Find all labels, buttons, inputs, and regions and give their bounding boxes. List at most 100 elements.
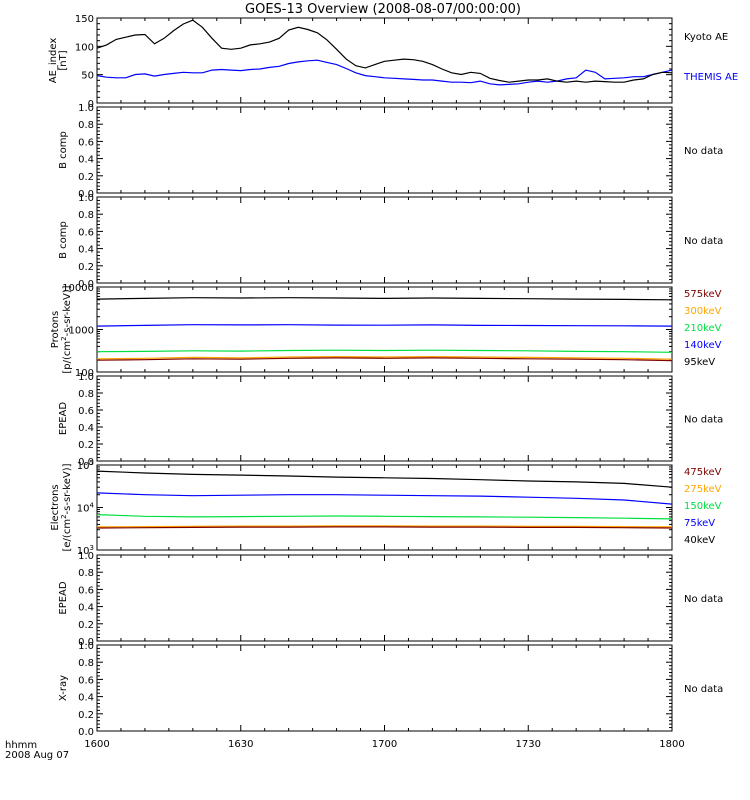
- panels-group: 0 50 100 150 AE_index [nT] Kyoto AE THEMIS AE 0.…: [48, 14, 738, 750]
- legend-entry: 150keV: [684, 501, 722, 512]
- legend-entry: 75keV: [684, 518, 715, 529]
- legend-entry: THEMIS AE: [683, 72, 738, 83]
- panel-frame: [96, 106, 673, 194]
- series-line-95kev: [96, 297, 673, 301]
- y-tick-label: 0.4: [78, 245, 94, 256]
- series-line-75kev: [96, 492, 673, 505]
- legend-entry: 575keV: [684, 289, 722, 300]
- legend-entry: 95keV: [684, 357, 715, 368]
- y-axis-unit: [nT]: [58, 50, 69, 70]
- series-line-575kev: [96, 357, 673, 362]
- y-tick-label: 0.0: [78, 279, 94, 290]
- legend-entry: 40keV: [684, 535, 715, 546]
- legend-entry: Kyoto AE: [684, 32, 728, 43]
- y-axis-unit-part: 2: [60, 514, 68, 518]
- x-tick-label: 1800: [659, 739, 684, 750]
- y-tick-label: 0.2: [78, 620, 94, 631]
- x-tick-label: 1600: [84, 739, 109, 750]
- x-tick-label: 1700: [372, 739, 397, 750]
- y-tick-label: 0.8: [78, 120, 94, 131]
- no-data-note: No data: [684, 415, 723, 426]
- legend-entry: 275keV: [684, 484, 722, 495]
- y-tick-label: 0.8: [78, 389, 94, 400]
- y-tick-exponent: 4: [90, 502, 95, 510]
- no-data-note: No data: [684, 236, 723, 247]
- y-axis-label: EPEAD: [58, 581, 69, 615]
- y-tick-base: 10: [77, 504, 90, 515]
- y-tick-label: 1.0: [78, 551, 94, 562]
- y-tick-label: 105: [77, 459, 94, 472]
- y-tick-label: 0.4: [78, 155, 94, 166]
- y-axis-unit: [p/(cm2-s-sr-keV)]: [60, 285, 73, 373]
- y-tick-label: 0.6: [78, 675, 94, 686]
- no-data-note: No data: [684, 594, 723, 605]
- panel-frame: [96, 554, 673, 642]
- y-tick-label: 100: [75, 42, 94, 53]
- y-tick-exponent: 5: [90, 459, 94, 467]
- legend-entry: 300keV: [684, 306, 722, 317]
- y-tick-label: 0.6: [78, 227, 94, 238]
- series-line-140kev: [96, 324, 673, 327]
- y-tick-label: 0.2: [78, 710, 94, 721]
- y-tick-label: 0.8: [78, 210, 94, 221]
- y-tick-label: 0: [88, 99, 94, 110]
- x-tick-label: 1730: [516, 739, 541, 750]
- y-axis-label: AE_index: [48, 38, 59, 84]
- no-data-note: No data: [684, 146, 723, 157]
- y-tick-label: 1.0: [78, 193, 94, 204]
- y-tick-base: 10: [77, 546, 90, 557]
- panel-frame: [96, 196, 673, 284]
- y-tick-label: 150: [75, 14, 94, 25]
- legend-entry: 140keV: [684, 340, 722, 351]
- series-line-150kev: [96, 514, 673, 520]
- y-tick-label: 1.0: [78, 372, 94, 383]
- y-axis-label: EPEAD: [58, 402, 69, 436]
- y-axis-unit-part: 2: [60, 336, 68, 340]
- y-tick-base: 10: [77, 461, 90, 472]
- y-axis-unit-part: [p/(cm: [62, 341, 73, 374]
- y-tick-exponent: 3: [90, 544, 94, 552]
- series-line-kyoto-ae: [96, 19, 673, 83]
- y-axis-unit-part: -s-sr-keV)]: [62, 463, 73, 514]
- y-tick-label: 0.4: [78, 693, 94, 704]
- y-tick-label: 0.4: [78, 603, 94, 614]
- y-tick-label: 1.0: [78, 641, 94, 652]
- y-tick-label: 0.8: [78, 568, 94, 579]
- y-axis-label: B comp: [58, 221, 69, 259]
- y-tick-label: 0.0: [78, 457, 94, 468]
- y-tick-label: 0.6: [78, 137, 94, 148]
- y-tick-label: 104: [77, 502, 95, 515]
- y-tick-label: 1000: [69, 326, 94, 337]
- series-line-40kev: [96, 470, 673, 488]
- y-axis-label: Protons: [50, 311, 61, 348]
- series-line-275kev: [96, 525, 673, 528]
- panel-frame: [96, 644, 673, 732]
- y-tick-label: 0.2: [78, 440, 94, 451]
- y-tick-label: 103: [77, 544, 94, 557]
- series-line-300kev: [96, 355, 673, 360]
- y-tick-label: 100: [75, 368, 94, 379]
- y-tick-label: 0.8: [78, 658, 94, 669]
- x-tick-label: 1630: [228, 739, 253, 750]
- legend-entry: 475keV: [684, 467, 722, 478]
- no-data-note: No data: [684, 684, 723, 695]
- time-axis-unit-label: hhmm: [5, 740, 37, 751]
- figure-title: GOES-13 Overview (2008-08-07/00:00:00): [245, 2, 521, 17]
- y-tick-label: 0.2: [78, 262, 94, 273]
- y-tick-label: 0.4: [78, 423, 94, 434]
- y-tick-label: 0.0: [78, 727, 94, 738]
- y-tick-label: 50: [81, 71, 94, 82]
- y-axis-label: B comp: [58, 131, 69, 169]
- y-axis-label: X-ray: [58, 675, 69, 701]
- y-axis-unit-part: [e/(cm: [62, 519, 73, 552]
- y-axis-unit-part: -s-sr-keV)]: [62, 285, 73, 336]
- y-tick-label: 0.6: [78, 406, 94, 417]
- panel-frame: [96, 17, 673, 104]
- series-line-475kev: [96, 526, 673, 529]
- y-axis-unit: [e/(cm2-s-sr-keV)]: [60, 463, 73, 551]
- series-line-themis-ae: [96, 59, 673, 86]
- y-tick-label: 0.0: [78, 637, 94, 648]
- y-tick-label: 0.2: [78, 172, 94, 183]
- series-line-210kev: [96, 349, 673, 353]
